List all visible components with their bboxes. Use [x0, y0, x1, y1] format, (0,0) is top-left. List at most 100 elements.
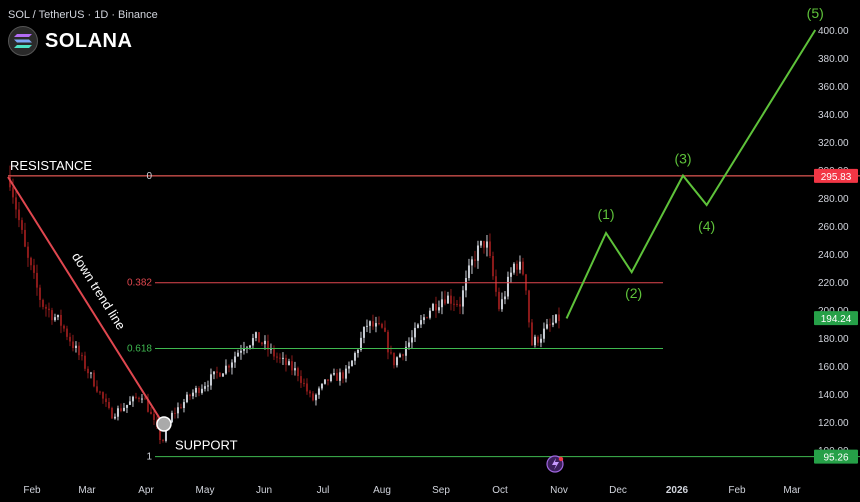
solana-logo-icon: [8, 26, 38, 56]
candle-body: [398, 354, 401, 358]
candle-body: [473, 259, 476, 261]
candle-body: [530, 322, 533, 346]
candle-body: [92, 372, 95, 387]
candle-body: [347, 366, 350, 369]
candle-body: [305, 383, 308, 392]
x-tick-label: Dec: [609, 485, 627, 496]
candle-body: [35, 272, 38, 288]
candle-body: [437, 307, 440, 311]
wave-label: (5): [807, 5, 824, 21]
candle-body: [338, 372, 341, 381]
candle-body: [188, 394, 191, 397]
candle-body: [137, 397, 140, 399]
candle-body: [107, 402, 110, 409]
candle-body: [44, 306, 47, 309]
candle-body: [80, 355, 83, 357]
candle-body: [101, 392, 104, 399]
candle-body: [542, 328, 545, 339]
candle-body: [224, 365, 227, 374]
candle-body: [443, 299, 446, 304]
candle-body: [389, 352, 392, 354]
candle-body: [482, 240, 485, 248]
candle-body: [17, 209, 20, 221]
candle-body: [110, 408, 113, 419]
candle-body: [386, 331, 389, 353]
y-tick-label: 380.00: [818, 54, 849, 65]
candle-body: [371, 321, 374, 327]
candle-body: [383, 327, 386, 332]
candle-body: [554, 314, 557, 323]
downtrend-line: [7, 176, 163, 423]
candle-body: [488, 241, 491, 257]
candle-body: [500, 299, 503, 310]
candle-body: [215, 371, 218, 373]
candle-body: [362, 326, 365, 338]
candle-body: [125, 404, 128, 408]
candle-body: [497, 291, 500, 310]
notification-dot: [558, 456, 564, 462]
y-tick-label: 120.00: [818, 418, 849, 429]
candle-body: [152, 414, 155, 421]
wave-projection-line: [565, 29, 817, 319]
candle-body: [254, 332, 257, 339]
candle-body: [158, 427, 161, 441]
candle-body: [131, 396, 134, 402]
candle-body: [77, 345, 80, 356]
candle-body: [170, 412, 173, 423]
y-tick-label: 140.00: [818, 390, 849, 401]
candle-body: [470, 259, 473, 266]
x-tick-label: Sep: [432, 485, 450, 496]
candle-body: [317, 388, 320, 395]
candle-body: [26, 246, 29, 258]
price-tag-bg: [814, 449, 858, 464]
candle-body: [203, 386, 206, 389]
candle-body: [392, 352, 395, 366]
candle-body: [476, 245, 479, 261]
y-tick-label: 220.00: [818, 278, 849, 289]
candle-body: [419, 320, 422, 325]
candle-body: [485, 241, 488, 248]
candle-body: [335, 373, 338, 381]
candle-body: [38, 287, 41, 300]
x-tick-label: Jul: [317, 485, 330, 496]
price-tag-text: 194.24: [821, 314, 852, 325]
candle-body: [449, 295, 452, 304]
candle-body: [428, 310, 431, 318]
y-tick-label: 280.00: [818, 194, 849, 205]
candle-body: [122, 407, 125, 411]
candle-body: [260, 342, 263, 345]
candle-body: [176, 407, 179, 414]
candle-body: [98, 391, 101, 393]
candle-body: [227, 365, 230, 368]
candle-body: [62, 325, 65, 329]
x-tick-label: Nov: [550, 485, 568, 496]
candles: [8, 165, 560, 445]
x-tick-label: Mar: [783, 485, 801, 496]
fib-label-1: 1: [146, 452, 152, 463]
candle-body: [509, 272, 512, 277]
candle-body: [251, 338, 254, 346]
price-tags: 295.83 194.24 95.26: [814, 168, 858, 464]
candle-body: [326, 379, 329, 381]
candle-body: [128, 401, 131, 405]
resistance-label: RESISTANCE: [10, 158, 92, 173]
candle-body: [14, 197, 17, 210]
x-tick-label: Feb: [23, 485, 41, 496]
lightning-icon: [552, 458, 559, 470]
wave-label: (2): [625, 285, 642, 301]
y-axis: 100.00120.00140.00160.00180.00200.00220.…: [818, 26, 849, 457]
x-tick-label: Aug: [373, 485, 391, 496]
candle-body: [239, 350, 242, 353]
candle-body: [146, 398, 149, 412]
candle-body: [200, 388, 203, 393]
candle-body: [218, 372, 221, 377]
candle-body: [458, 304, 461, 307]
candle-body: [401, 354, 404, 356]
candle-body: [23, 229, 26, 247]
x-tick-label: Oct: [492, 485, 508, 496]
candle-body: [263, 340, 266, 345]
candle-body: [8, 177, 11, 188]
wave-label: (4): [698, 218, 715, 234]
candle-body: [209, 374, 212, 386]
